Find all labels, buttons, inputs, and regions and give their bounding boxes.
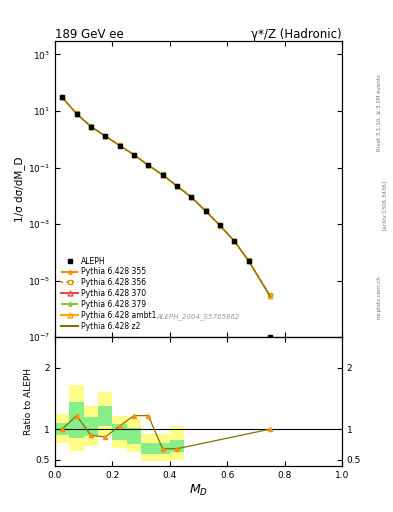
Text: mcplots.cern.ch: mcplots.cern.ch bbox=[377, 275, 382, 319]
Text: 189 GeV ee: 189 GeV ee bbox=[55, 28, 124, 41]
Y-axis label: 1/σ dσ/dM_D: 1/σ dσ/dM_D bbox=[14, 156, 25, 222]
Text: [arXiv:1306.3436]: [arXiv:1306.3436] bbox=[382, 180, 386, 230]
Legend: ALEPH, Pythia 6.428 355, Pythia 6.428 356, Pythia 6.428 370, Pythia 6.428 379, P: ALEPH, Pythia 6.428 355, Pythia 6.428 35… bbox=[59, 254, 159, 333]
Text: Rivet 3.1.10, ≥ 3.2M events: Rivet 3.1.10, ≥ 3.2M events bbox=[377, 74, 382, 151]
Y-axis label: Ratio to ALEPH: Ratio to ALEPH bbox=[24, 368, 33, 435]
Text: γ*/Z (Hadronic): γ*/Z (Hadronic) bbox=[251, 28, 342, 41]
Text: ALEPH_2004_S5765862: ALEPH_2004_S5765862 bbox=[157, 313, 240, 320]
X-axis label: $M_D$: $M_D$ bbox=[189, 482, 208, 498]
